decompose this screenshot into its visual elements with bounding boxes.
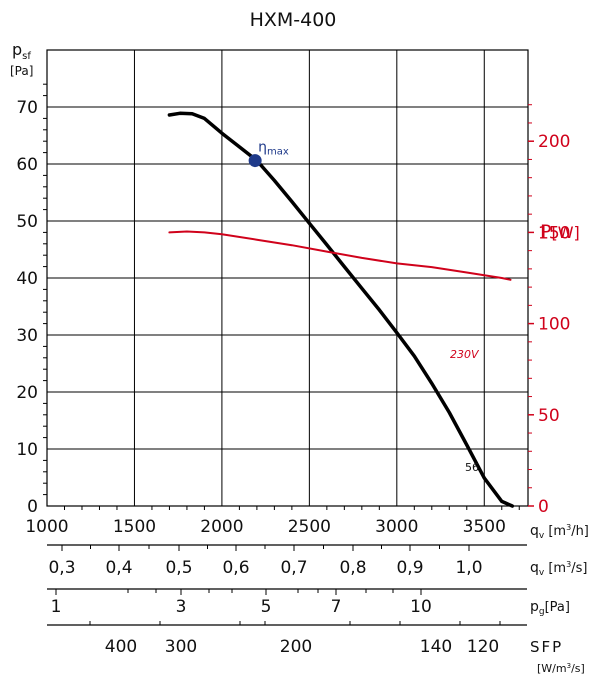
chart-title: HXM-400 bbox=[250, 9, 337, 31]
y-left-tick-70: 70 bbox=[16, 98, 38, 118]
aux-scale-label-sub: g bbox=[539, 607, 545, 617]
y-right-label: P[W] bbox=[540, 221, 580, 243]
y-right-tick-150: 150 bbox=[538, 223, 570, 243]
aux-tick-label: 3 bbox=[176, 597, 187, 617]
aux-scale-1: 1 3 5 7 10 pg[Pa] bbox=[47, 588, 570, 617]
aux-tick-label: 0,3 bbox=[48, 558, 75, 578]
y-right-tick-200: 200 bbox=[538, 132, 570, 152]
y-right-tick-100: 100 bbox=[538, 315, 570, 335]
y-left-tick-0: 0 bbox=[27, 497, 38, 517]
aux-tick-label: 0,7 bbox=[280, 558, 307, 578]
eta-max-label-sub: max bbox=[267, 147, 289, 158]
y-right-unit: [W] bbox=[551, 223, 579, 242]
x-tick-2500: 2500 bbox=[288, 517, 331, 537]
aux-tick-label: 140 bbox=[420, 637, 452, 657]
aux-scale-unit-post: /s] bbox=[571, 662, 585, 675]
y-left-tick-50: 50 bbox=[16, 212, 38, 232]
aux-scale-unit: [m bbox=[544, 561, 566, 576]
aux-scale-label: SFP bbox=[530, 638, 563, 656]
x-tick-3500: 3500 bbox=[463, 517, 506, 537]
aux-tick-label: 1 bbox=[51, 597, 62, 617]
y-left-tick-10: 10 bbox=[16, 440, 38, 460]
aux-tick-label: 10 bbox=[410, 597, 432, 617]
x-axis-unit: [m bbox=[544, 524, 566, 539]
x-axis-label: qv [m3/h] bbox=[530, 523, 589, 541]
y-left-tick-40: 40 bbox=[16, 269, 38, 289]
aux-tick-label: 5 bbox=[261, 597, 272, 617]
y-right-tick-0: 0 bbox=[538, 497, 549, 517]
x-axis-unit-sup: 3 bbox=[566, 523, 571, 532]
y-axis-right: 0 50 100 150 200 P[W] bbox=[528, 104, 580, 517]
x-axis-airflow: 1000 1500 2000 2500 3000 3500 qv [m3/h] bbox=[25, 506, 589, 541]
y-right-tick-50: 50 bbox=[538, 406, 560, 426]
y-left-tick-30: 30 bbox=[16, 326, 38, 346]
y-axis-left: 0 10 20 30 40 50 60 70 psf [Pa] bbox=[10, 40, 47, 517]
aux-tick-label: 0,9 bbox=[396, 558, 423, 578]
auxiliary-scales: 0,3 0,4 0,5 0,6 0,7 0,8 0,9 1,0 qv [m3/s] 1 3 5 7 10 p… bbox=[47, 544, 587, 675]
aux-tick-label: 0,4 bbox=[105, 558, 132, 578]
grid-lines bbox=[47, 50, 528, 506]
aux-scale-unit: [Pa] bbox=[545, 600, 570, 615]
x-axis-label-sub: v bbox=[539, 531, 545, 541]
aux-tick-label: 0,6 bbox=[222, 558, 249, 578]
aux-scale-label: qv [m3/s] bbox=[530, 560, 587, 578]
aux-tick-label: 1,0 bbox=[455, 558, 482, 578]
power-curve-230v bbox=[168, 230, 512, 281]
plot-frame bbox=[46, 49, 529, 507]
y-left-label: psf bbox=[12, 40, 31, 62]
pressure-curve-label: 56 bbox=[465, 461, 479, 474]
series-layer: 56 230V bbox=[167, 111, 515, 508]
aux-scale-2: 400 300 200 140 120 SFP [W/m3/s] bbox=[47, 621, 585, 675]
y-left-label-sub: sf bbox=[22, 51, 31, 62]
pressure-curve-56 bbox=[167, 111, 515, 508]
aux-scale-unit-sup: 3 bbox=[566, 560, 571, 569]
aux-scale-label-sub: v bbox=[539, 568, 545, 578]
y-left-unit: [Pa] bbox=[10, 64, 33, 78]
aux-tick-label: 0,5 bbox=[165, 558, 192, 578]
aux-tick-label: 0,8 bbox=[339, 558, 366, 578]
x-axis-unit-post: /h] bbox=[571, 524, 589, 539]
x-tick-1000: 1000 bbox=[25, 517, 68, 537]
eta-max-marker bbox=[248, 154, 262, 168]
aux-tick-label: 300 bbox=[165, 637, 197, 657]
power-curve-label: 230V bbox=[450, 348, 480, 361]
y-left-tick-20: 20 bbox=[16, 383, 38, 403]
aux-scale-unit: [W/m3/s] bbox=[537, 662, 585, 675]
aux-tick-label: 200 bbox=[280, 637, 312, 657]
aux-tick-label: 400 bbox=[105, 637, 137, 657]
x-tick-3000: 3000 bbox=[375, 517, 418, 537]
aux-scale-unit-post: /s] bbox=[571, 561, 587, 576]
aux-scale-0: 0,3 0,4 0,5 0,6 0,7 0,8 0,9 1,0 qv [m3/s] bbox=[47, 544, 587, 578]
eta-max-label: ηmax bbox=[258, 140, 289, 158]
aux-scale-unit-sup: 3 bbox=[567, 662, 571, 670]
x-tick-2000: 2000 bbox=[200, 517, 243, 537]
x-tick-1500: 1500 bbox=[113, 517, 156, 537]
aux-tick-label: 7 bbox=[331, 597, 342, 617]
annotation-layer: ηmax bbox=[248, 140, 289, 168]
y-left-tick-60: 60 bbox=[16, 155, 38, 175]
aux-tick-label: 120 bbox=[467, 637, 499, 657]
aux-scale-label: pg[Pa] bbox=[530, 599, 570, 617]
